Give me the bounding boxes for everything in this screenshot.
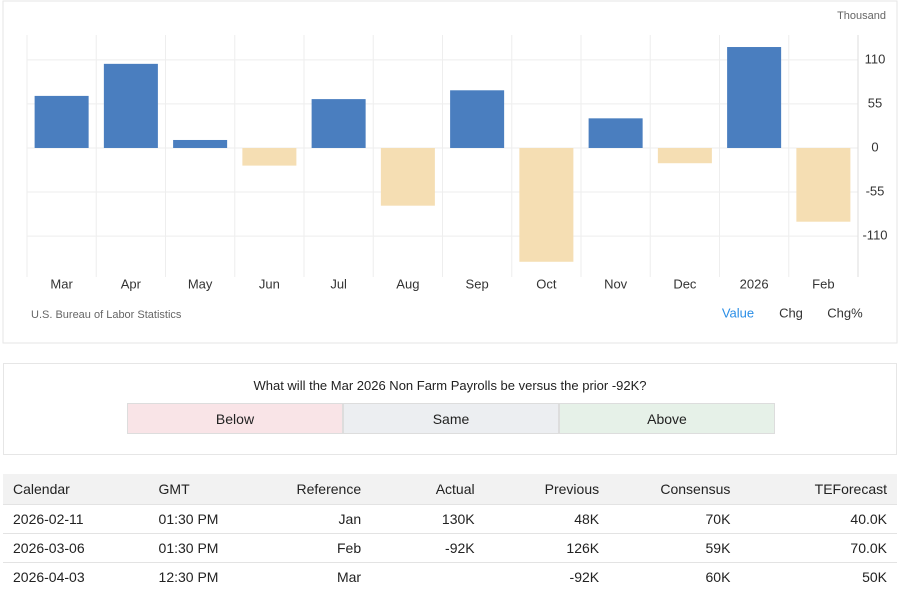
table-cell: 12:30 PM [148, 562, 266, 591]
tab[interactable]: Chg% [827, 305, 863, 320]
y-tick-label: 0 [871, 139, 878, 154]
table-cell: 70.0K [740, 533, 897, 563]
table-cell: 2026-02-11 [3, 504, 149, 534]
table-cell: 70K [609, 504, 741, 534]
table-row: 2026-04-03 12:30 PM Mar -92K 60K 50K [3, 562, 897, 591]
x-tick-label: Apr [121, 276, 142, 291]
x-tick-label: Sep [466, 276, 489, 291]
bar [657, 147, 712, 164]
table-cell: 59K [609, 533, 741, 563]
table-cell: -92K [484, 562, 610, 591]
x-tick-label: Oct [536, 276, 557, 291]
table-cell [371, 562, 485, 591]
table-cell: 01:30 PM [148, 504, 266, 534]
table-cell: Mar [265, 562, 372, 591]
x-tick-label: Jun [259, 276, 280, 291]
calendar-table: Calendar GMT Reference Actual Previous Consen… [3, 474, 897, 591]
chart-panel [2, 0, 898, 344]
column-header: Consensus [609, 474, 741, 505]
tab[interactable]: Value [722, 305, 754, 320]
table-cell: 50K [740, 562, 897, 591]
table-cell: 48K [484, 504, 610, 534]
option-button[interactable]: Below [127, 403, 343, 434]
unit-label: Thousand [837, 10, 886, 22]
y-tick-label: -55 [866, 183, 885, 198]
y-tick-label: 55 [868, 95, 882, 110]
bar [34, 95, 89, 148]
bar [588, 118, 643, 148]
x-tick-label: Jul [330, 276, 347, 291]
table-cell: 01:30 PM [148, 533, 266, 563]
x-tick-label: May [188, 276, 213, 291]
option-button[interactable]: Above [559, 403, 775, 434]
table-cell: 60K [609, 562, 741, 591]
bar [380, 147, 435, 206]
column-header: Actual [371, 474, 485, 505]
column-header: Calendar [3, 474, 149, 505]
table-cell: 126K [484, 533, 610, 563]
bar [519, 147, 574, 262]
table-cell: Jan [265, 504, 372, 534]
table-row: 2026-03-06 01:30 PM Feb -92K 126K 59K 70.0K [3, 533, 897, 563]
x-tick-label: Mar [50, 276, 73, 291]
x-tick-label: Dec [673, 276, 697, 291]
poll-question: What will the Mar 2026 Non Farm Payrolls… [253, 378, 647, 393]
table-cell: 2026-04-03 [3, 562, 149, 591]
table-cell: 2026-03-06 [3, 533, 149, 563]
column-header: Reference [265, 474, 372, 505]
poll-options: Below Same Above [127, 403, 775, 434]
table-row: 2026-02-11 01:30 PM Jan 130K 48K 70K 40.0K [3, 504, 897, 534]
bar [311, 99, 366, 148]
source: U.S. Bureau of Labor Statistics [31, 309, 182, 321]
option-button[interactable]: Same [343, 403, 559, 434]
bar [727, 47, 782, 148]
table-cell: Feb [265, 533, 372, 563]
column-header: Previous [484, 474, 610, 505]
column-header: TEForecast [740, 474, 897, 505]
bar [796, 147, 851, 222]
bar [242, 147, 297, 166]
x-tick-label: Aug [396, 276, 419, 291]
column-header: GMT [148, 474, 266, 505]
chart: Thousand U.S. Bureau of Labor Statistics… [2, 0, 898, 344]
table-cell: -92K [371, 533, 485, 563]
y-tick-label: -110 [862, 228, 887, 243]
x-tick-label: Feb [812, 276, 834, 291]
tab[interactable]: Chg [779, 305, 803, 320]
x-tick-label: Nov [604, 276, 628, 291]
table-cell: 130K [371, 504, 485, 534]
poll: What will the Mar 2026 Non Farm Payrolls… [3, 363, 897, 455]
bar [450, 90, 505, 148]
y-tick-label: 110 [865, 51, 886, 66]
bar [103, 63, 158, 148]
x-tick-label: 2026 [740, 276, 769, 291]
table-cell: 40.0K [740, 504, 897, 534]
bar [173, 139, 228, 148]
